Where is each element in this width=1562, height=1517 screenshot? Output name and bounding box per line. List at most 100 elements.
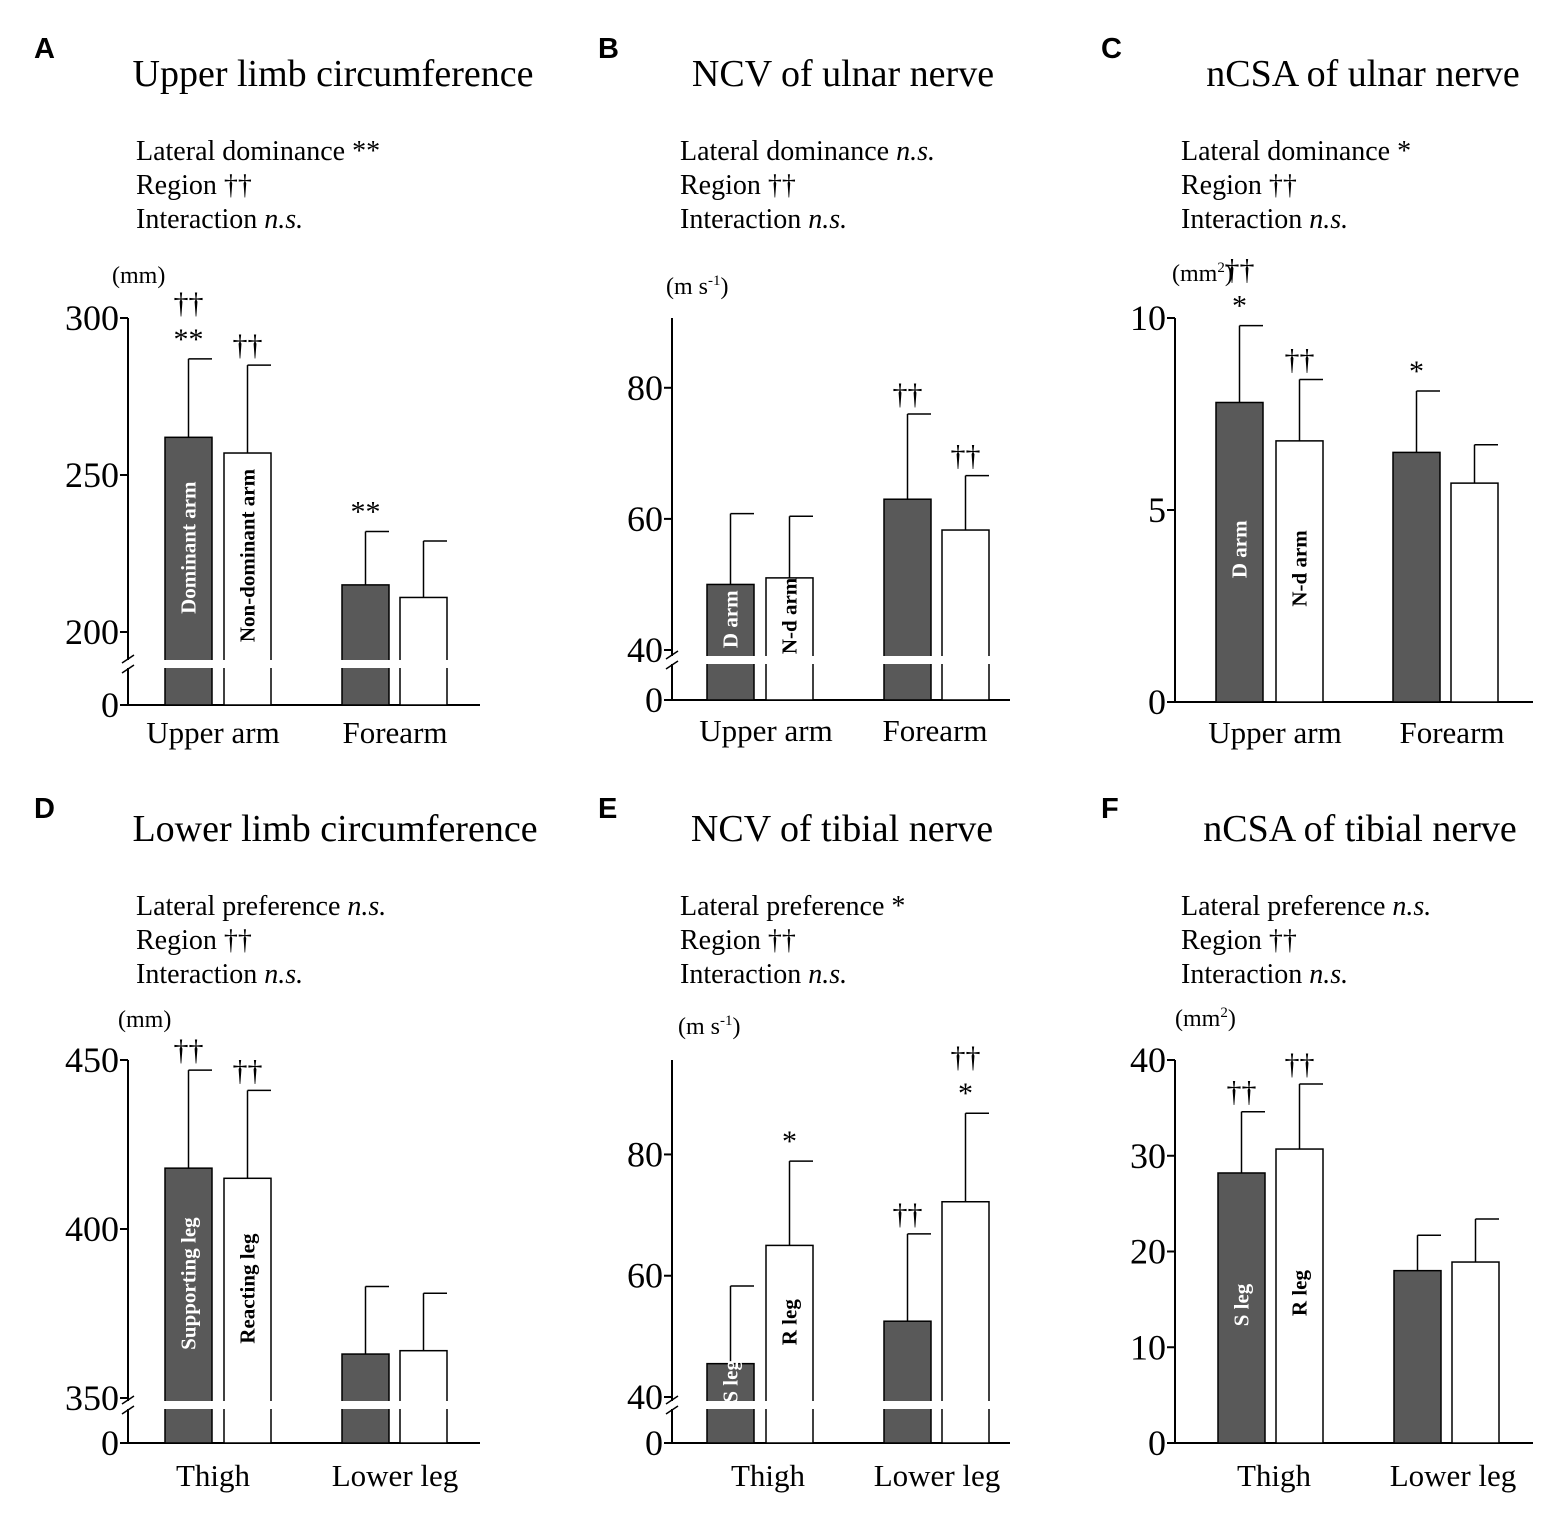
- chart-a-ytick-label-300: 300: [65, 298, 119, 338]
- chart-e-panel-letter: E: [598, 793, 617, 825]
- chart-b-series-label-1: N-d arm: [778, 577, 802, 654]
- chart-b-stat-interaction: Interaction n.s.: [680, 204, 847, 235]
- chart-c-sig-mark-0-0-0: *: [1232, 290, 1247, 323]
- chart-f-panel-letter: F: [1101, 793, 1119, 825]
- chart-f-xcat-0: Thigh: [1237, 1458, 1312, 1493]
- chart-e-ytick-label-0: 0: [645, 1423, 663, 1463]
- chart-f-sig-mark-0-0-0: ††: [1227, 1076, 1257, 1109]
- chart-c-ytick-label-5: 5: [1148, 490, 1166, 530]
- chart-d-series-label-1: Reacting leg: [236, 1233, 260, 1344]
- chart-c-xcat-0: Upper arm: [1208, 715, 1341, 750]
- chart-e-sig-mark-0-1-0: *: [782, 1125, 797, 1158]
- chart-f-ytick-label-30: 30: [1130, 1136, 1166, 1176]
- chart-a-sig-mark-1-0-0: **: [351, 496, 381, 529]
- chart-a-series-label-0: Dominant arm: [177, 481, 201, 614]
- chart-f-series-label-1: R leg: [1288, 1269, 1312, 1316]
- chart-e-axis-break-slash-2: [665, 1405, 679, 1415]
- chart-e-sig-mark-1-1-0: *: [958, 1077, 973, 1110]
- chart-a-stat-interaction: Interaction n.s.: [136, 204, 303, 235]
- chart-d-sig-mark-0-0-0: ††: [174, 1034, 204, 1067]
- chart-e-sig-mark-1-0-0: ††: [893, 1198, 923, 1231]
- chart-e-xcat-1: Lower leg: [874, 1458, 1001, 1493]
- chart-c-sig-mark-0-1-0: ††: [1285, 343, 1315, 376]
- chart-a-ytick-label-0: 0: [101, 685, 119, 725]
- chart-f-stat-region: Region ††: [1181, 925, 1297, 956]
- chart-a-axis-break-slash-1: [121, 654, 135, 664]
- chart-e-sig-mark-1-1-1: ††: [951, 1041, 981, 1074]
- chart-d-stat-region: Region ††: [136, 925, 252, 956]
- chart-a: A Upper limb circumference Lateral dominan…: [34, 33, 533, 750]
- chart-a-stat-region: Region ††: [136, 170, 252, 201]
- chart-a-bar-forearm-non-dominant-arm: [399, 596, 448, 706]
- chart-d-bar-lower-leg-supporting-leg: [341, 1353, 390, 1444]
- chart-e-stat-region: Region ††: [680, 925, 796, 956]
- chart-a-stat-factor: Lateral dominance **: [136, 136, 380, 167]
- chart-d: D Lower limb circumference Lateral prefere…: [34, 793, 538, 1493]
- chart-e-ytick-label-60: 60: [627, 1256, 663, 1296]
- chart-e-axis-break-slash-1: [665, 1395, 679, 1405]
- chart-b-bar-forearm-d-arm: [883, 498, 932, 701]
- chart-c-title: nCSA of ulnar nerve: [1206, 53, 1519, 95]
- chart-c-sig-mark-1-0-0: *: [1409, 355, 1424, 388]
- chart-c-stat-interaction: Interaction n.s.: [1181, 204, 1348, 235]
- chart-e-ytick-label-80: 80: [627, 1134, 663, 1174]
- chart-e-stat-interaction: Interaction n.s.: [680, 959, 847, 990]
- chart-e-unit-label: (m s-1): [678, 1013, 741, 1040]
- chart-a-xcat-0: Upper arm: [146, 715, 279, 750]
- chart-d-bar-thigh-supporting-leg: [164, 1167, 213, 1444]
- chart-e-stat-factor: Lateral preference *: [680, 891, 905, 922]
- chart-c-series-label-0: D arm: [1228, 520, 1252, 578]
- chart-b-ytick-label-80: 80: [627, 368, 663, 408]
- chart-e-ytick-label-40: 40: [627, 1377, 663, 1417]
- chart-f-bar-thigh-r-leg: [1275, 1148, 1324, 1444]
- chart-f-sig-mark-0-1-0: ††: [1285, 1048, 1315, 1081]
- chart-a-series-label-1: Non-dominant arm: [236, 468, 260, 642]
- chart-a-ytick-label-200: 200: [65, 612, 119, 652]
- chart-b-bar-upper-arm-d-arm: [706, 583, 755, 701]
- chart-b-bar-upper-arm-n-d-arm: [765, 577, 814, 701]
- chart-f-stat-factor: Lateral preference n.s.: [1181, 891, 1431, 922]
- chart-d-bar-thigh-reacting-leg: [223, 1177, 272, 1444]
- chart-b-series-label-0: D arm: [719, 590, 743, 648]
- chart-e-bar-lower-leg-s-leg: [883, 1320, 932, 1444]
- chart-f-ytick-label-0: 0: [1148, 1423, 1166, 1463]
- chart-c-sig-mark-0-0-1: ††: [1225, 254, 1255, 287]
- chart-f-bar-lower-leg-r-leg: [1451, 1261, 1500, 1444]
- chart-d-stat-factor: Lateral preference n.s.: [136, 891, 386, 922]
- chart-b-bar-forearm-n-d-arm: [941, 529, 990, 701]
- chart-c-ytick-label-0: 0: [1148, 682, 1166, 722]
- chart-b-ytick-label-40: 40: [627, 630, 663, 670]
- chart-c-unit-label: (mm2): [1172, 260, 1233, 287]
- chart-a-sig-mark-0-1-0: ††: [233, 329, 263, 362]
- chart-a-ytick-label-250: 250: [65, 455, 119, 495]
- chart-b-axis-break-slash-1: [665, 650, 679, 660]
- chart-d-panel-letter: D: [34, 793, 55, 825]
- chart-b-xcat-1: Forearm: [882, 713, 987, 748]
- chart-f-bar-thigh-s-leg: [1217, 1172, 1266, 1444]
- chart-d-ytick-label-400: 400: [65, 1209, 119, 1249]
- chart-d-ytick-label-450: 450: [65, 1040, 119, 1080]
- chart-c-series-label-1: N-d arm: [1288, 530, 1312, 607]
- chart-d-axis-break-band: [118, 1401, 460, 1409]
- chart-b-axis-break-band: [662, 656, 990, 664]
- chart-d-stat-interaction: Interaction n.s.: [136, 959, 303, 990]
- chart-c-ytick-label-10: 10: [1130, 298, 1166, 338]
- chart-b-sig-mark-1-1-0: ††: [951, 440, 981, 473]
- chart-e: E NCV of tibial nerve Lateral preference *…: [598, 793, 1010, 1493]
- chart-b: B NCV of ulnar nerve Lateral dominance n.s…: [598, 33, 1010, 748]
- chart-b-xcat-0: Upper arm: [699, 713, 832, 748]
- chart-c-stat-region: Region ††: [1181, 170, 1297, 201]
- chart-b-stat-factor: Lateral dominance n.s.: [680, 136, 935, 167]
- chart-d-xcat-1: Lower leg: [332, 1458, 459, 1493]
- chart-a-unit-label: (mm): [112, 263, 165, 289]
- chart-b-axis-break-slash-2: [665, 660, 679, 670]
- chart-e-series-label-0: S leg: [719, 1360, 743, 1403]
- chart-e-series-label-1: R leg: [778, 1299, 802, 1346]
- chart-f-ytick-label-10: 10: [1130, 1327, 1166, 1367]
- chart-e-axis-break-band: [662, 1401, 990, 1409]
- chart-d-series-label-0: Supporting leg: [177, 1217, 201, 1350]
- chart-a-sig-mark-0-0-1: ††: [174, 287, 204, 320]
- chart-a-axis-break-band: [118, 660, 460, 668]
